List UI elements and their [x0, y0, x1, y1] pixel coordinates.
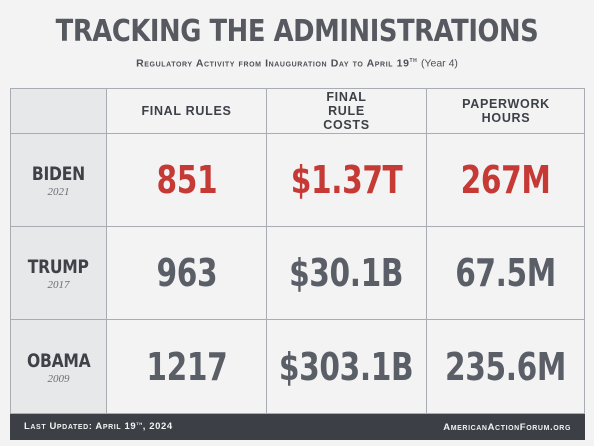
column-header-final-rules: FINAL RULES — [141, 104, 232, 118]
cell-biden-paperwork-hours: 267M — [427, 134, 585, 226]
row-label-trump: TRUMP 2017 — [11, 227, 106, 319]
page-subtitle: Regulatory Activity from Inauguration Da… — [0, 57, 594, 70]
cell-obama-paperwork-hours: 235.6M — [427, 320, 585, 414]
subtitle-main: Regulatory Activity from Inauguration Da… — [136, 57, 410, 70]
row-label-obama: OBAMA 2009 — [11, 320, 106, 414]
last-updated: Last Updated: April 19th, 2024 — [24, 421, 173, 432]
divider — [11, 226, 584, 227]
comparison-table: FINAL RULES FINAL RULE COSTS PAPERWORK H… — [10, 88, 585, 414]
row-name: TRUMP — [28, 255, 89, 278]
divider — [11, 133, 584, 134]
column-header-final-rule-costs: FINAL RULE COSTS — [323, 90, 370, 132]
divider — [266, 89, 267, 413]
value: $303.1B — [279, 345, 414, 389]
value: 235.6M — [445, 345, 567, 389]
row-label-biden: BIDEN 2021 — [11, 134, 106, 226]
row-year: 2017 — [47, 278, 70, 291]
footer-bar: Last Updated: April 19th, 2024 AmericanA… — [10, 414, 585, 440]
divider — [11, 319, 584, 320]
row-year: 2021 — [47, 185, 70, 198]
cell-trump-paperwork-hours: 67.5M — [427, 227, 585, 319]
column-header-paperwork-hours: PAPERWORK HOURS — [462, 97, 550, 125]
last-updated-tail: , 2024 — [142, 421, 173, 433]
page-title: TRACKING THE ADMINISTRATIONS — [55, 14, 539, 49]
cell-biden-final-rule-costs: $1.37T — [267, 134, 426, 226]
cell-obama-final-rule-costs: $303.1B — [267, 320, 426, 414]
source-link[interactable]: AmericanActionForum.org — [443, 421, 571, 433]
value: 267M — [461, 158, 551, 202]
value: 67.5M — [455, 251, 557, 295]
value: 963 — [156, 251, 217, 295]
cell-obama-final-rules: 1217 — [107, 320, 266, 414]
subtitle-tail: (Year 4) — [420, 57, 458, 70]
row-year: 2009 — [47, 372, 70, 385]
cell-biden-final-rules: 851 — [107, 134, 266, 226]
row-name: OBAMA — [26, 349, 91, 372]
row-name: BIDEN — [31, 162, 86, 185]
row-header-background — [11, 89, 106, 413]
last-updated-main: Last Updated: April 19 — [24, 421, 137, 433]
cell-trump-final-rule-costs: $30.1B — [267, 227, 426, 319]
value: $30.1B — [289, 251, 404, 295]
value: 851 — [156, 158, 217, 202]
cell-trump-final-rules: 963 — [107, 227, 266, 319]
divider — [106, 89, 107, 413]
divider — [426, 89, 427, 413]
last-updated-sup: th — [136, 421, 143, 428]
subtitle-sup: th — [409, 57, 418, 64]
value: $1.37T — [290, 158, 403, 202]
value: 1217 — [146, 345, 227, 389]
